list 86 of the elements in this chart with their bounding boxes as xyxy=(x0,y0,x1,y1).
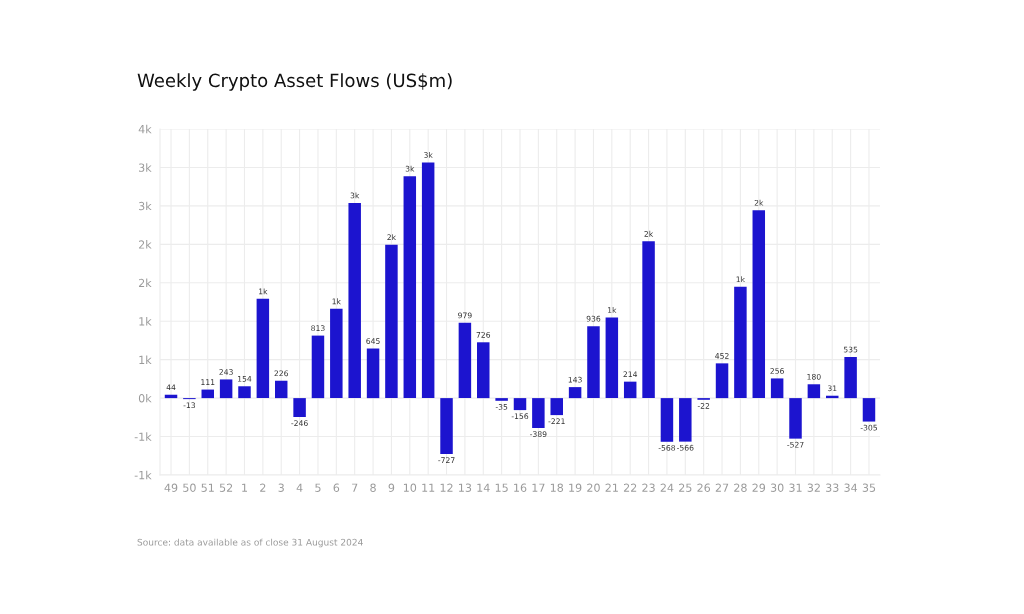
x-tick-label: 16 xyxy=(514,483,527,492)
x-tick-label: 30 xyxy=(770,483,784,492)
x-tick-label: 21 xyxy=(605,483,618,492)
x-tick-label: 8 xyxy=(370,483,376,492)
bar xyxy=(752,210,766,399)
x-tick-label: 34 xyxy=(844,483,858,492)
bar xyxy=(568,387,582,399)
bar xyxy=(311,335,325,399)
y-tick-label: 4k xyxy=(138,124,152,134)
bar xyxy=(844,356,857,399)
x-tick-label: 49 xyxy=(164,483,178,492)
x-tick-label: 33 xyxy=(826,483,839,492)
x-tick-label: 20 xyxy=(587,483,600,492)
x-tick-label: 23 xyxy=(642,483,655,492)
y-tick-label: -1k xyxy=(134,432,152,441)
bar xyxy=(623,381,637,399)
x-tick-label: 3 xyxy=(278,483,284,492)
bar xyxy=(513,398,527,411)
bar xyxy=(440,398,453,455)
x-tick-label: 12 xyxy=(440,483,453,492)
x-tick-label: 17 xyxy=(532,483,545,492)
x-tick-label: 11 xyxy=(422,483,435,492)
x-tick-label: 28 xyxy=(734,483,747,492)
x-tick-label: 26 xyxy=(697,483,711,492)
bar xyxy=(550,398,563,416)
source-note: Source: data available as of close 31 August 2024 xyxy=(137,538,363,548)
x-tick-label: 25 xyxy=(679,483,692,492)
bar xyxy=(219,379,233,399)
chart-title: Weekly Crypto Asset Flows (US$m) xyxy=(137,73,452,91)
x-tick-label: 24 xyxy=(660,483,674,492)
y-tick-label: 1k xyxy=(139,317,152,326)
x-tick-label: 18 xyxy=(550,483,564,492)
x-tick-label: 10 xyxy=(403,483,417,492)
bar xyxy=(403,176,417,399)
x-tick-label: 35 xyxy=(862,483,876,492)
y-tick-label: 0k xyxy=(138,393,152,403)
bar xyxy=(293,398,306,418)
x-tick-label: 5 xyxy=(315,483,321,492)
bar xyxy=(715,363,729,399)
x-tick-label: 6 xyxy=(333,483,340,492)
bar xyxy=(789,398,802,439)
y-tick-label: 2k xyxy=(138,240,152,249)
x-tick-label: 31 xyxy=(789,483,802,492)
bar xyxy=(477,342,490,399)
bar xyxy=(348,202,361,399)
y-tick-label: 3k xyxy=(139,163,152,172)
x-tick-label: 13 xyxy=(459,483,472,492)
bar xyxy=(660,398,674,442)
bar xyxy=(679,398,692,442)
x-tick-label: 52 xyxy=(219,483,233,492)
x-tick-label: 2 xyxy=(260,483,266,492)
bar xyxy=(605,317,619,399)
bar xyxy=(274,380,288,399)
x-tick-label: 22 xyxy=(623,483,637,492)
x-tick-label: 29 xyxy=(752,483,766,492)
x-tick-label: 50 xyxy=(183,483,196,492)
bar xyxy=(238,386,251,399)
y-tick-label: 2k xyxy=(138,278,152,287)
y-tick-label: 3k xyxy=(139,201,152,211)
bar xyxy=(458,322,472,399)
bar xyxy=(366,348,380,399)
bar xyxy=(642,241,655,399)
x-tick-label: 4 xyxy=(296,483,303,492)
x-tick-label: 32 xyxy=(807,483,820,492)
bar xyxy=(532,398,545,429)
x-tick-label: 15 xyxy=(495,483,508,492)
x-tick-label: 27 xyxy=(715,483,729,492)
bar xyxy=(587,326,600,399)
bar xyxy=(807,384,821,399)
x-tick-label: 14 xyxy=(477,483,490,492)
x-tick-label: 1 xyxy=(242,483,247,492)
x-tick-label: 51 xyxy=(201,483,214,492)
bar xyxy=(256,298,270,399)
x-tick-label: 19 xyxy=(569,483,582,492)
x-tick-label: 7 xyxy=(352,483,358,492)
x-tick-label: 9 xyxy=(388,483,395,492)
bar xyxy=(495,398,508,401)
bar xyxy=(201,389,214,399)
y-tick-label: 1k xyxy=(139,355,152,364)
bar xyxy=(734,286,747,399)
bar xyxy=(330,308,343,399)
bar xyxy=(421,162,435,399)
bar xyxy=(770,378,784,399)
bar xyxy=(862,398,876,422)
bar xyxy=(385,244,398,399)
y-tick-label: -1k xyxy=(134,470,152,480)
